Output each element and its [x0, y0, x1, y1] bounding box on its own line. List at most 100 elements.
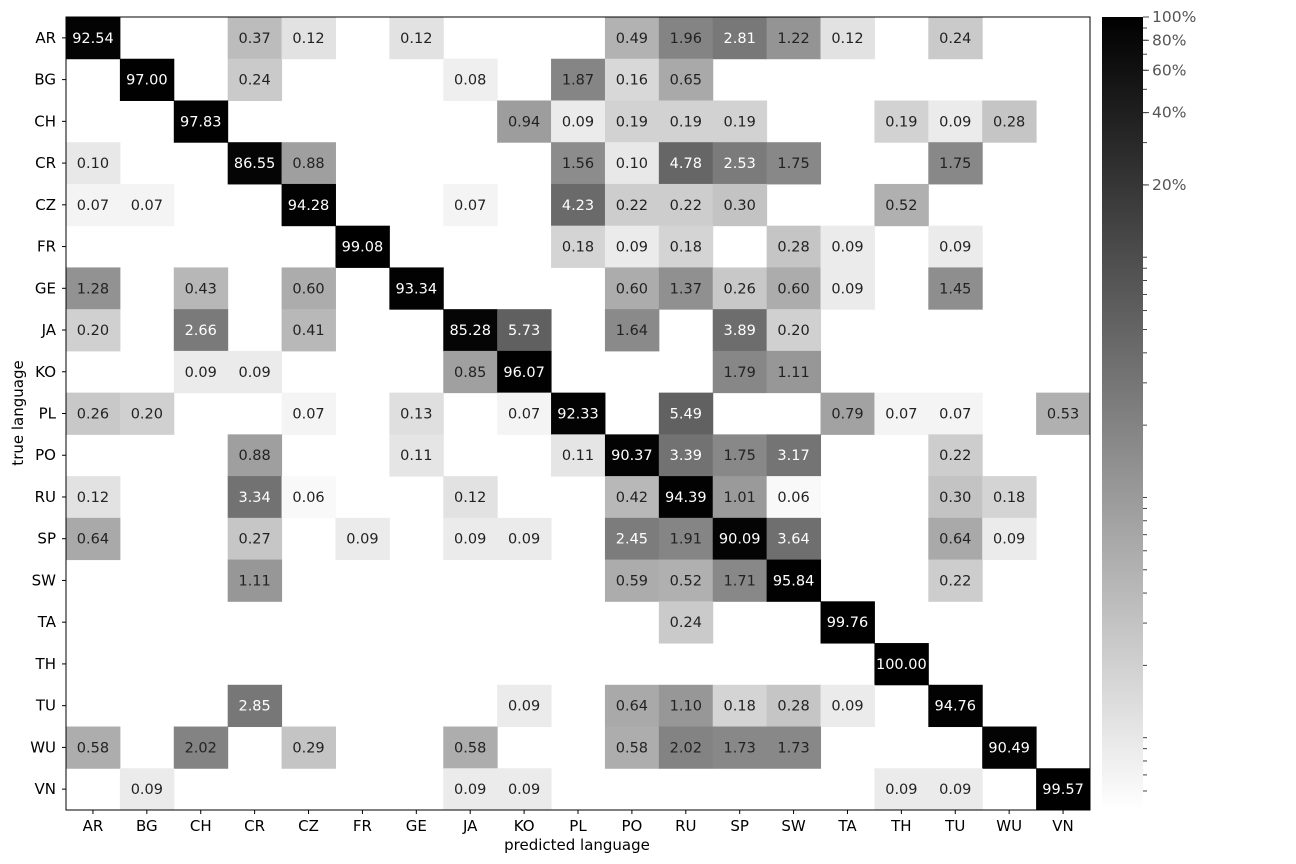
x-tick-label: PO [621, 817, 642, 835]
heatmap-cell [281, 726, 336, 769]
heatmap-cell [928, 684, 983, 728]
cell-value-label: 4.23 [562, 198, 594, 214]
heatmap-cell [766, 17, 822, 60]
x-tick-label: RU [675, 817, 696, 835]
heatmap-cell [658, 17, 714, 60]
heatmap-cell [551, 434, 606, 477]
cell-value-label: 0.42 [616, 490, 648, 506]
heatmap-cell [66, 142, 121, 185]
cell-value-label: 99.76 [827, 615, 869, 631]
heatmap-cell [173, 309, 229, 352]
cell-value-label: 2.02 [670, 740, 702, 756]
heatmap-cell [281, 183, 336, 227]
cell-value-label: 2.81 [724, 31, 756, 47]
cell-value-label: 2.45 [616, 532, 648, 548]
heatmap-cell [658, 559, 714, 602]
colorbar-tick-label: 60% [1152, 61, 1186, 79]
heatmap-cell [928, 559, 983, 602]
cell-value-label: 1.75 [777, 156, 809, 172]
heatmap-cell [604, 225, 660, 268]
heatmap-cell [497, 350, 552, 394]
cell-value-label: 1.64 [616, 323, 648, 339]
colorbar-tick-label: 20% [1152, 176, 1186, 194]
cell-value-label: 1.10 [670, 699, 702, 715]
cell-value-label: 100.00 [876, 657, 927, 673]
cell-value-label: 0.22 [939, 573, 971, 589]
x-tick-label: CZ [298, 817, 319, 835]
heatmap-cell [874, 392, 929, 435]
cell-value-label: 0.64 [939, 532, 971, 548]
cell-value-label: 0.58 [616, 740, 648, 756]
cell-value-label: 0.09 [454, 782, 486, 798]
cell-value-label: 0.07 [508, 407, 540, 423]
heatmap-cell [281, 142, 336, 185]
heatmap-cell [820, 684, 875, 728]
cell-value-label: 0.11 [400, 448, 432, 464]
heatmap-cell [119, 58, 175, 101]
heatmap-cell [389, 434, 444, 477]
cell-value-label: 1.37 [670, 281, 702, 297]
heatmap-cell [443, 309, 498, 352]
heatmap-cell [335, 517, 390, 561]
cell-value-label: 0.94 [508, 114, 540, 130]
cell-value-label: 0.60 [777, 281, 809, 297]
heatmap-cell [928, 267, 983, 310]
heatmap-cell [497, 309, 552, 352]
cell-value-label: 94.76 [935, 699, 977, 715]
heatmap-cell [227, 559, 283, 602]
cell-value-label: 0.29 [292, 740, 324, 756]
cell-value-label: 5.49 [670, 407, 702, 423]
cell-value-label: 0.28 [777, 240, 809, 256]
cell-value-label: 86.55 [234, 156, 276, 172]
heatmap-cell [227, 17, 283, 60]
heatmap-cell [173, 726, 229, 769]
heatmap-cell [712, 726, 768, 769]
heatmap-cell [712, 309, 768, 352]
cell-value-label: 0.09 [508, 532, 540, 548]
cell-value-label: 2.66 [185, 323, 217, 339]
cell-value-label: 0.37 [238, 31, 270, 47]
cell-value-label: 1.73 [777, 740, 809, 756]
heatmap-cell [604, 476, 660, 519]
cell-value-label: 3.34 [238, 490, 270, 506]
heatmap-cell [658, 726, 714, 769]
cell-value-label: 0.65 [670, 73, 702, 89]
heatmap-cell [443, 517, 498, 561]
colorbar-tick-label: 80% [1152, 31, 1186, 49]
y-tick-label: WU [30, 738, 56, 756]
cell-value-label: 0.09 [454, 532, 486, 548]
heatmap-cell [766, 142, 822, 185]
y-tick-label: CZ [35, 196, 56, 214]
cell-value-label: 0.24 [238, 73, 270, 89]
heatmap-cell [658, 58, 714, 101]
heatmap-cell [928, 142, 983, 185]
y-tick-label: RU [35, 488, 56, 506]
cell-value-label: 0.09 [939, 114, 971, 130]
heatmap-cell [551, 100, 606, 143]
x-tick-label: AR [83, 817, 104, 835]
colorbar-tick-label: 100% [1152, 8, 1196, 26]
cell-value-label: 0.18 [724, 699, 756, 715]
cell-value-label: 90.09 [719, 532, 761, 548]
x-tick-label: JA [462, 817, 478, 835]
cell-value-label: 1.28 [77, 281, 109, 297]
cell-value-label: 0.49 [616, 31, 648, 47]
cell-value-label: 0.88 [238, 448, 270, 464]
heatmap-cell [389, 267, 444, 310]
cell-value-label: 97.83 [180, 114, 222, 130]
cell-value-label: 0.09 [508, 782, 540, 798]
heatmap-cell [66, 309, 121, 352]
heatmap-cell [497, 100, 552, 143]
cell-value-label: 0.43 [185, 281, 217, 297]
y-axis-label: true language [9, 360, 27, 465]
heatmap-cell [928, 434, 983, 477]
heatmap-cell [928, 225, 983, 268]
heatmap-cell [712, 267, 768, 310]
heatmap-cell [281, 392, 336, 435]
cell-value-label: 0.12 [454, 490, 486, 506]
cell-value-labels: 92.54 0.37 0.12 0.12 0.49 1.96 2.81 1.22 0.12 0.2… [72, 31, 1084, 798]
x-tick-label: VN [1052, 817, 1073, 835]
heatmap-cell [389, 392, 444, 435]
heatmap-cell [766, 517, 822, 561]
cell-value-label: 1.87 [562, 73, 594, 89]
